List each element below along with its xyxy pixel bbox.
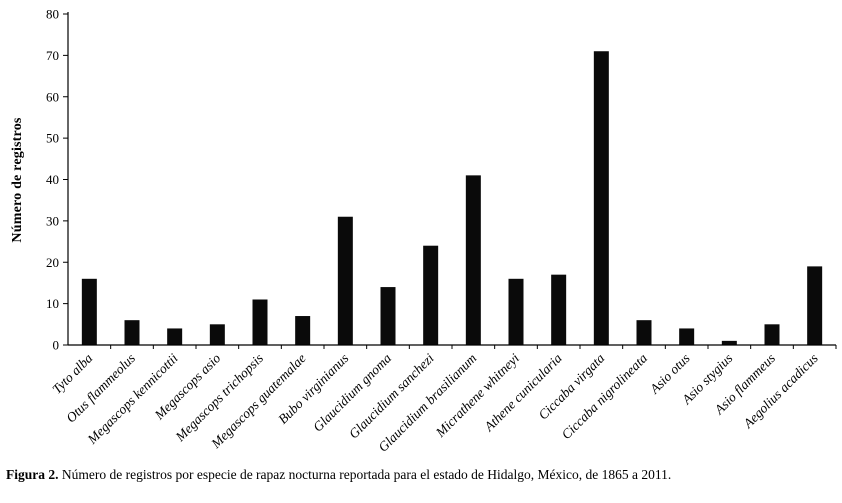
- bar: [465, 175, 481, 345]
- bar: [81, 278, 97, 345]
- y-tick-label: 20: [46, 255, 59, 270]
- bar: [721, 340, 737, 345]
- figure-caption: Figura 2. Número de registros por especi…: [6, 467, 836, 484]
- y-tick-label: 80: [46, 7, 59, 22]
- bar: [508, 278, 524, 345]
- y-tick-label: 10: [46, 296, 59, 311]
- bar: [380, 287, 396, 345]
- chart-area: Número de registros 0 10 20 30 40 50 60 70 80 Tyt…: [10, 7, 837, 455]
- bar: [337, 216, 353, 345]
- y-axis-title: Número de registros: [10, 117, 25, 243]
- bar: [807, 266, 823, 345]
- bar: [252, 299, 268, 345]
- bar: [636, 320, 652, 345]
- bar: [551, 274, 567, 345]
- figure-caption-text: Número de registros por especie de rapaz…: [58, 466, 672, 482]
- x-category-label: Glaucidium gnoma: [310, 350, 394, 434]
- bar: [124, 320, 140, 345]
- x-category-label: Athene cunicularia: [481, 350, 565, 434]
- y-tick-label: 0: [53, 338, 60, 353]
- x-category-label: Aegolius acadicus: [740, 351, 821, 432]
- bar: [209, 324, 225, 345]
- bar: [295, 316, 311, 345]
- y-tick-label: 50: [46, 131, 59, 146]
- y-tick-label: 70: [46, 48, 59, 63]
- y-tick-label: 60: [46, 89, 59, 104]
- bar: [593, 51, 609, 346]
- bar: [167, 328, 183, 345]
- bar: [423, 245, 439, 345]
- bar: [764, 324, 780, 345]
- bar: [679, 328, 695, 345]
- y-tick-label: 30: [46, 213, 59, 228]
- figure-caption-label: Figura 2.: [6, 466, 59, 482]
- y-tick-label: 40: [46, 172, 59, 187]
